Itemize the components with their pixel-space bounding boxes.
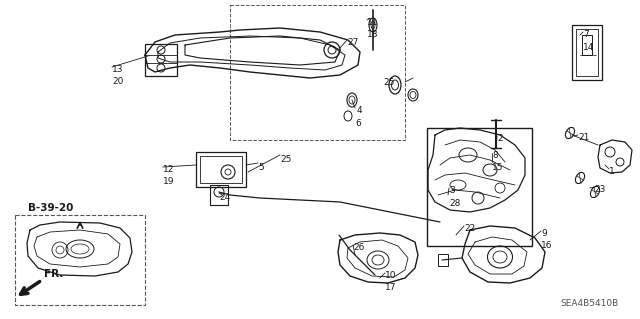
Text: 15: 15 <box>492 163 504 172</box>
Text: 21: 21 <box>578 133 589 142</box>
Text: 28: 28 <box>449 199 460 208</box>
Text: 7: 7 <box>583 30 589 39</box>
Text: 10: 10 <box>385 271 397 280</box>
Bar <box>196 152 246 187</box>
Text: 2: 2 <box>497 134 502 143</box>
Text: 5: 5 <box>258 163 264 172</box>
Text: 27: 27 <box>347 38 358 47</box>
Text: 1: 1 <box>609 167 615 176</box>
Bar <box>210 185 228 205</box>
Text: 20: 20 <box>112 77 124 86</box>
Text: 8: 8 <box>492 151 498 160</box>
Text: 25: 25 <box>280 155 291 164</box>
Text: 26: 26 <box>353 243 364 252</box>
Text: 12: 12 <box>163 165 174 174</box>
Bar <box>15 215 145 305</box>
Text: 6: 6 <box>355 119 361 128</box>
Text: FR.: FR. <box>44 269 63 279</box>
Bar <box>230 5 405 140</box>
Text: 24: 24 <box>219 193 230 202</box>
Text: 13: 13 <box>112 65 124 74</box>
Text: 18: 18 <box>367 30 378 39</box>
Bar <box>145 44 177 76</box>
Text: 23: 23 <box>594 185 605 194</box>
Text: 9: 9 <box>541 229 547 238</box>
Text: 14: 14 <box>583 43 595 52</box>
Text: 16: 16 <box>541 241 552 250</box>
Text: 17: 17 <box>385 283 397 292</box>
Bar <box>200 156 242 183</box>
Text: SEA4B5410B: SEA4B5410B <box>560 299 618 308</box>
Text: 22: 22 <box>464 224 476 233</box>
Text: 11: 11 <box>367 18 378 27</box>
Text: B-39-20: B-39-20 <box>28 203 74 213</box>
Bar <box>572 25 602 80</box>
Text: 4: 4 <box>357 106 363 115</box>
Text: 19: 19 <box>163 177 175 186</box>
Text: 3: 3 <box>449 186 455 195</box>
Bar <box>582 35 592 55</box>
Bar <box>427 128 532 246</box>
Bar <box>576 29 598 76</box>
Bar <box>438 254 448 266</box>
Text: 25: 25 <box>383 78 394 87</box>
